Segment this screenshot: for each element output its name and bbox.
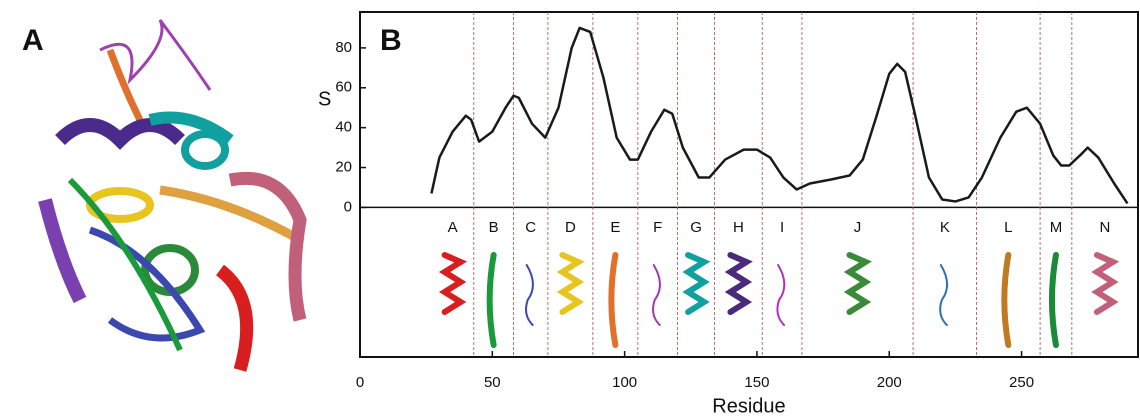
segment-label: D xyxy=(565,219,576,236)
x-tick-label: 0 xyxy=(356,374,364,391)
segment-label: F xyxy=(653,219,662,236)
segment-structure xyxy=(724,252,753,315)
panel-label: B xyxy=(380,24,402,57)
segment-structure xyxy=(682,252,711,315)
segment-label: A xyxy=(448,219,458,236)
plot-frame xyxy=(359,11,1139,358)
x-tick-label: 100 xyxy=(612,374,637,391)
y-tick-label: 20 xyxy=(335,159,352,176)
segment-structure xyxy=(486,252,497,348)
segment-label: C xyxy=(525,219,536,236)
x-tick-label: 150 xyxy=(744,374,769,391)
segment-label: J xyxy=(854,219,862,236)
segment-label: L xyxy=(1004,219,1012,236)
segment-structure xyxy=(652,264,661,326)
y-tick-label: 60 xyxy=(335,79,352,96)
segment-structure xyxy=(525,264,534,326)
segment-label: M xyxy=(1050,219,1063,236)
segment-structure xyxy=(1048,252,1059,348)
segment-label: I xyxy=(780,219,784,236)
segment-structure xyxy=(1001,252,1012,348)
segment-structure xyxy=(438,252,468,315)
segment-label: B xyxy=(489,219,499,236)
segment-structure xyxy=(939,264,949,326)
segment-structure xyxy=(843,252,872,315)
segment-label: N xyxy=(1099,219,1110,236)
y-tick-label: 0 xyxy=(344,198,352,215)
x-tick-label: 50 xyxy=(484,374,501,391)
segment-label: K xyxy=(940,219,950,236)
x-axis-label: Residue xyxy=(712,395,785,417)
segment-structure xyxy=(556,252,585,315)
protein-structure xyxy=(38,19,307,372)
data-line xyxy=(430,26,1129,205)
panel-label: A xyxy=(22,24,44,57)
y-tick-label: 80 xyxy=(335,39,352,56)
segment-structure xyxy=(1091,252,1120,315)
segment-label: E xyxy=(610,219,620,236)
y-tick-label: 40 xyxy=(335,119,352,136)
segment-structure xyxy=(776,264,786,326)
y-axis-label: S xyxy=(318,88,331,110)
segment-label: H xyxy=(733,219,744,236)
x-tick-label: 250 xyxy=(1009,374,1034,391)
x-tick-label: 200 xyxy=(877,374,902,391)
segment-label: G xyxy=(690,219,702,236)
segment-structure xyxy=(608,252,619,348)
